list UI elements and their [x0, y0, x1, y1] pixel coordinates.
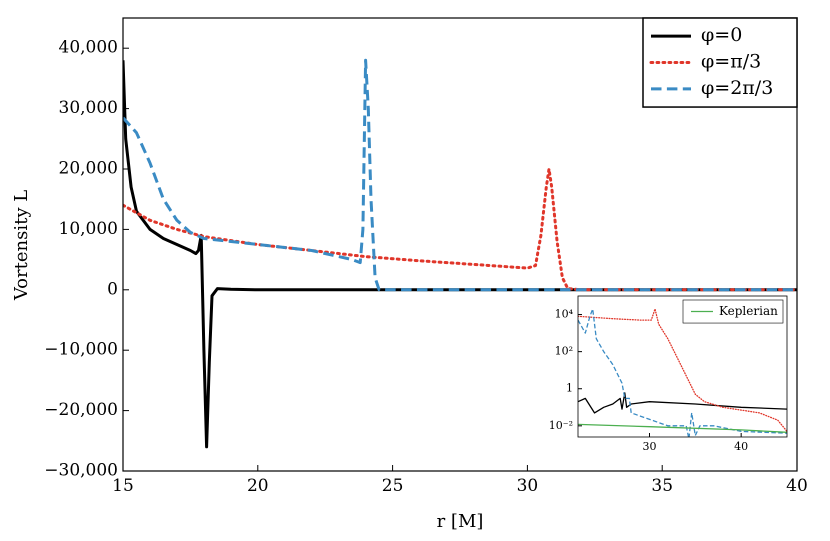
legend-label: φ=π/3 [701, 51, 761, 73]
y-tick-label: 10⁴ [555, 308, 574, 321]
y-tick-label: 40,000 [59, 38, 118, 58]
x-tick-label: 40 [734, 440, 748, 453]
legend-label: φ=2π/3 [701, 77, 773, 99]
data-line [578, 308, 787, 433]
x-tick-label: 30 [517, 476, 539, 496]
x-axis-label: r [M] [437, 511, 484, 532]
plot-frame [577, 295, 788, 438]
x-tick-label: 15 [112, 476, 134, 496]
series-group [578, 308, 787, 437]
y-tick-label: 10⁻² [549, 419, 573, 432]
legend-label: φ=0 [701, 24, 742, 46]
y-tick-label: 0 [107, 279, 118, 299]
data-line [123, 58, 797, 292]
y-tick-label: −10,000 [44, 340, 118, 360]
y-axis-label: Vortensity L [11, 190, 32, 301]
series-group [123, 58, 797, 449]
x-tick-label: 25 [382, 476, 404, 496]
x-tick-label: 40 [786, 476, 808, 496]
y-tick-label: 30,000 [59, 98, 118, 118]
plot-frame [122, 17, 798, 472]
x-tick-label: 20 [247, 476, 269, 496]
data-line [578, 308, 787, 437]
y-tick-label: 1 [566, 382, 573, 395]
y-tick-label: −20,000 [44, 400, 118, 420]
x-tick-label: 30 [643, 440, 657, 453]
y-tick-label: 10² [555, 345, 573, 358]
y-tick-label: 20,000 [59, 159, 118, 179]
legend-label: Keplerian [719, 304, 778, 318]
data-line [578, 423, 787, 433]
data-line [123, 167, 797, 292]
y-tick-label: 10,000 [59, 219, 118, 239]
legend-box [682, 299, 784, 324]
x-tick-label: 35 [651, 476, 673, 496]
y-tick-label: −30,000 [44, 461, 118, 481]
data-line [578, 392, 787, 414]
